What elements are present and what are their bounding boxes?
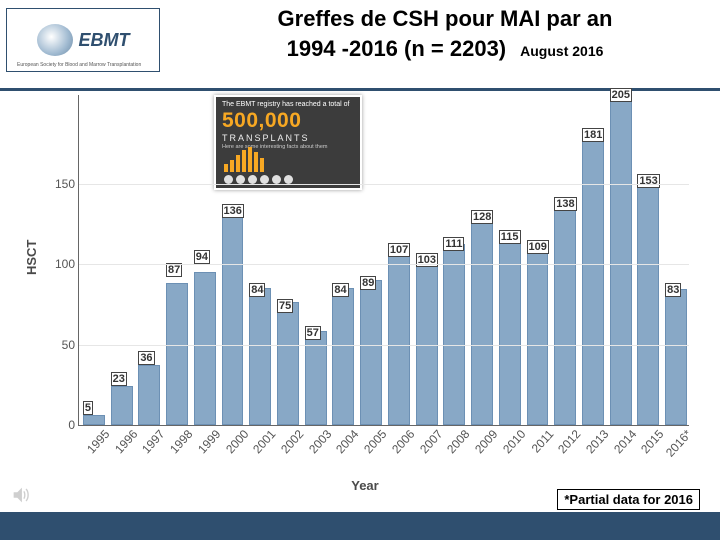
bar (83, 415, 105, 425)
x-tick: 1999 (187, 427, 223, 465)
bar (443, 244, 465, 425)
x-tick: 2010 (492, 427, 528, 465)
bar (222, 204, 244, 425)
bar (249, 288, 271, 425)
bar-value-label: 115 (499, 230, 521, 244)
title-line2: 1994 -2016 (n = 2203) (287, 36, 507, 62)
bar-value-label: 205 (610, 88, 632, 102)
bar-value-label: 138 (554, 197, 576, 211)
ebmt-logo: EBMT European Society for Blood and Marr… (6, 8, 160, 72)
y-axis-label: HSCT (24, 240, 39, 275)
x-tick: 2002 (271, 427, 307, 465)
bars-layer: 5233687941368475578489107103111128115109… (79, 95, 689, 425)
x-tick: 2009 (465, 427, 501, 465)
bar (166, 283, 188, 425)
y-tick: 150 (43, 177, 75, 191)
inset-headline: The EBMT registry has reached a total of (222, 101, 354, 108)
header-bar: EBMT European Society for Blood and Marr… (0, 0, 720, 91)
bar-value-label: 57 (305, 326, 321, 340)
slide: EBMT European Society for Blood and Marr… (0, 0, 720, 540)
x-tick: 1998 (160, 427, 196, 465)
bar-value-label: 5 (83, 401, 93, 415)
x-tick: 2016* (659, 427, 695, 465)
bar-value-label: 75 (277, 299, 293, 313)
x-tick: 1996 (104, 427, 140, 465)
chart-area: HSCT 52336879413684755784891071031111281… (30, 95, 700, 495)
bar (637, 177, 659, 425)
x-tick: 2013 (576, 427, 612, 465)
x-tick: 2011 (520, 427, 556, 465)
inset-big-number: 500,000 (222, 109, 354, 133)
bar (332, 288, 354, 425)
bar (388, 251, 410, 425)
logo-text: EBMT (79, 30, 130, 51)
bar-value-label: 128 (471, 210, 493, 224)
x-tick: 2006 (381, 427, 417, 465)
footnote: *Partial data for 2016 (557, 489, 700, 510)
globe-icon (37, 24, 73, 56)
bar-value-label: 94 (194, 250, 210, 264)
bar (194, 272, 216, 425)
inset-mini-bars (224, 147, 264, 172)
bar-value-label: 109 (527, 240, 549, 254)
bar (554, 201, 576, 425)
bar (111, 386, 133, 425)
title-date: August 2016 (520, 43, 603, 59)
x-tick: 2014 (603, 427, 639, 465)
bar-value-label: 107 (388, 243, 410, 257)
bar (277, 302, 299, 425)
bar-value-label: 181 (582, 128, 604, 142)
bar (360, 280, 382, 425)
bar-value-label: 136 (222, 204, 244, 218)
bar (499, 238, 521, 425)
y-tick: 50 (43, 338, 75, 352)
bar (138, 365, 160, 425)
title-block: Greffes de CSH pour MAI par an 1994 -201… (180, 6, 710, 62)
speaker-icon (10, 484, 32, 506)
bar-value-label: 111 (443, 237, 464, 251)
x-tick: 1995 (76, 427, 112, 465)
bar-value-label: 84 (249, 283, 265, 297)
x-tick: 2007 (409, 427, 445, 465)
bottom-bar (0, 512, 720, 540)
bar (582, 132, 604, 425)
x-tick: 2000 (215, 427, 251, 465)
x-tick: 2003 (298, 427, 334, 465)
plot-region: 5233687941368475578489107103111128115109… (78, 95, 689, 426)
bar-value-label: 23 (111, 372, 127, 386)
bar-value-label: 89 (360, 276, 376, 290)
bar-value-label: 84 (332, 283, 348, 297)
bar (610, 93, 632, 425)
x-tick: 2005 (354, 427, 390, 465)
bar (665, 289, 687, 425)
bar-value-label: 83 (665, 283, 681, 297)
title-line1: Greffes de CSH pour MAI par an (180, 6, 710, 32)
y-tick: 0 (43, 418, 75, 432)
inset-panel: The EBMT registry has reached a total of… (214, 95, 362, 190)
bar-value-label: 153 (637, 174, 659, 188)
y-tick: 100 (43, 257, 75, 271)
bar-value-label: 36 (138, 351, 154, 365)
logo-subtitle: European Society for Blood and Marrow Tr… (17, 63, 141, 68)
bar (416, 257, 438, 425)
x-tick-band: 1995199619971998199920002001200220032004… (78, 425, 688, 475)
bar (527, 248, 549, 425)
inset-word: TRANSPLANTS (222, 133, 354, 143)
bar (471, 217, 493, 425)
